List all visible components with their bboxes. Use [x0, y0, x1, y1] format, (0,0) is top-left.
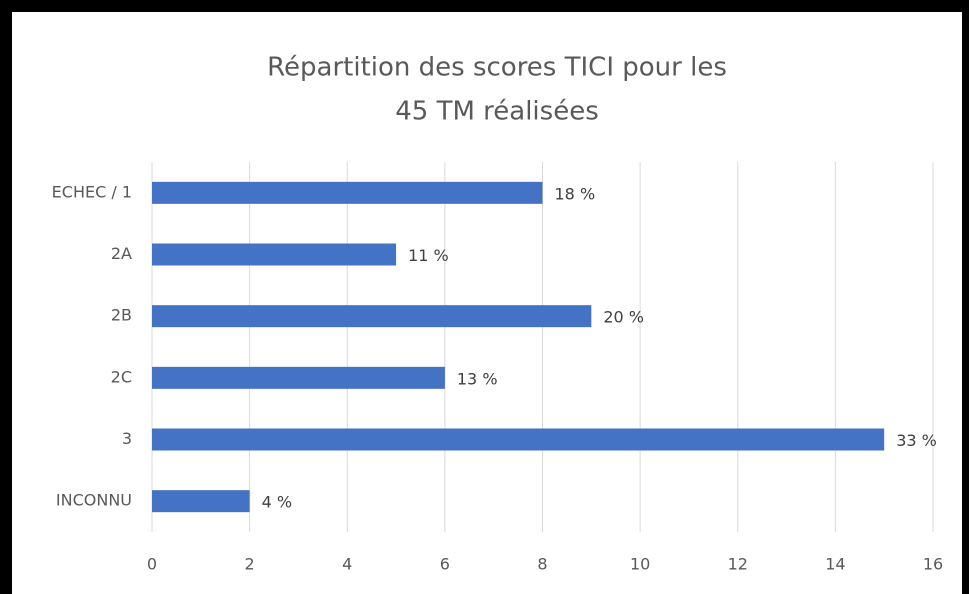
x-tick-label: 8: [537, 555, 547, 574]
x-tick-label: 12: [728, 555, 748, 574]
bar: [152, 243, 397, 266]
y-tick-label: 2A: [111, 244, 132, 263]
y-tick-label: 2B: [111, 306, 132, 325]
bar: [152, 181, 543, 204]
y-tick-label: ECHEC / 1: [52, 182, 132, 201]
data-label: 18 %: [555, 184, 596, 203]
data-label: 13 %: [457, 369, 498, 388]
data-label: 4 %: [262, 493, 292, 512]
bar: [152, 428, 885, 451]
chart-title: 45 TM réalisées: [395, 97, 599, 127]
data-label: 33 %: [896, 431, 937, 450]
x-tick-label: 2: [245, 555, 255, 574]
bar: [152, 490, 250, 513]
y-tick-label: INCONNU: [56, 491, 132, 510]
y-tick-label: 3: [122, 429, 132, 448]
x-tick-label: 14: [825, 555, 845, 574]
x-tick-label: 6: [440, 555, 450, 574]
data-label: 11 %: [408, 246, 449, 265]
x-tick-label: 4: [342, 555, 352, 574]
x-tick-label: 16: [923, 555, 943, 574]
chart-title: Répartition des scores TICI pour les: [267, 53, 727, 83]
x-tick-label: 10: [630, 555, 650, 574]
bar: [152, 305, 592, 328]
data-label: 20 %: [603, 308, 644, 327]
bar: [152, 366, 445, 389]
x-tick-label: 0: [147, 555, 157, 574]
y-tick-label: 2C: [111, 367, 132, 386]
